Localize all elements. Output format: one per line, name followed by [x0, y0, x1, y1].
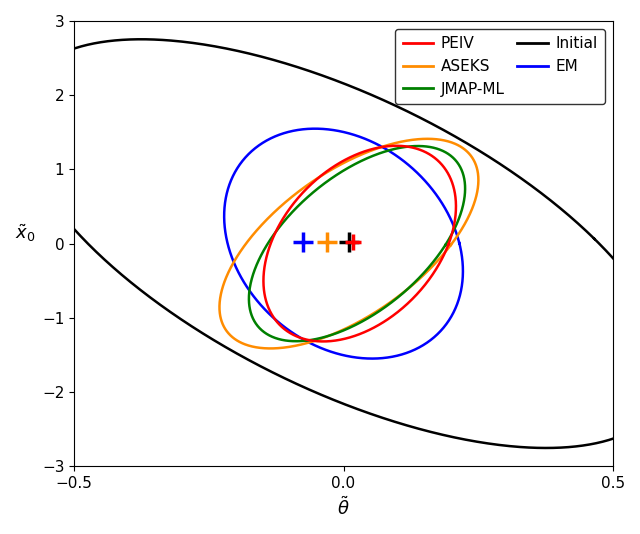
Legend: PEIV, ASEKS, JMAP-ML, Initial, EM: PEIV, ASEKS, JMAP-ML, Initial, EM	[395, 29, 605, 104]
Y-axis label: $\tilde{x}_0$: $\tilde{x}_0$	[15, 222, 35, 244]
X-axis label: $\tilde{\theta}$: $\tilde{\theta}$	[337, 497, 350, 519]
